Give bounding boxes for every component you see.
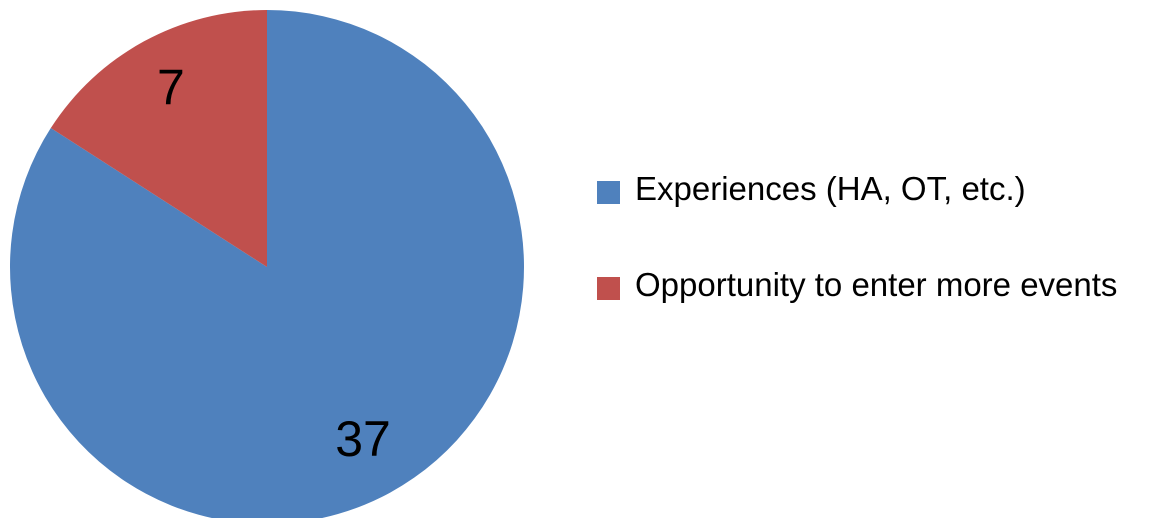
- pie-slice: [50, 10, 267, 267]
- slice-label: 7: [157, 59, 185, 115]
- legend-swatch: [597, 277, 620, 300]
- legend-item: Experiences (HA, OT, etc.): [597, 160, 1157, 218]
- legend-item: Opportunity to enter more events: [597, 256, 1157, 314]
- legend-label: Experiences (HA, OT, etc.): [635, 170, 1026, 207]
- legend: Experiences (HA, OT, etc.) Opportunity to…: [597, 160, 1157, 352]
- slice-label: 37: [335, 411, 391, 467]
- legend-swatch: [597, 181, 620, 204]
- legend-label: Opportunity to enter more events: [635, 266, 1118, 303]
- pie-slice: [10, 10, 524, 518]
